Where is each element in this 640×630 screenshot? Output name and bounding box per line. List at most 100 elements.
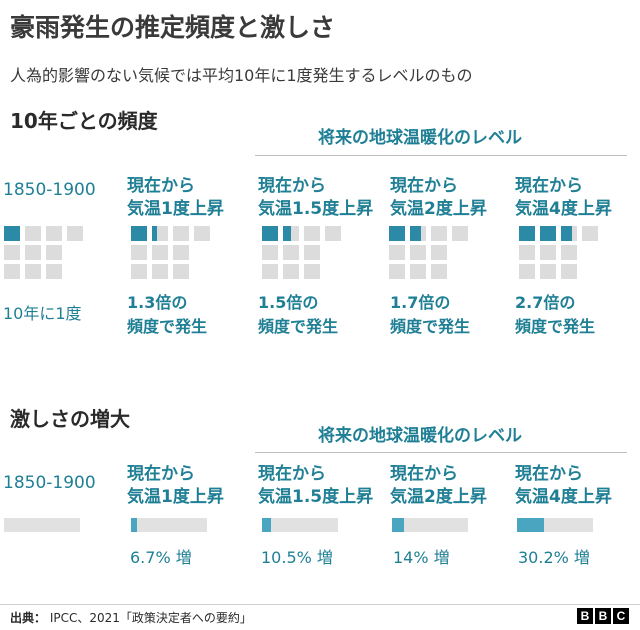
frequency-square (431, 245, 447, 260)
frequency-col-3-result-line2: 頻度で発生 (390, 317, 471, 336)
frequency-square (46, 245, 62, 260)
bbc-logo-b1: B (577, 608, 593, 624)
intensity-col-2-line1: 現在から (258, 464, 326, 484)
intensity-future-rule (255, 452, 627, 453)
frequency-grid-2deg (389, 226, 469, 281)
source-label: 出典： (10, 611, 47, 625)
frequency-col-4-line1: 現在から (515, 176, 583, 196)
frequency-future-rule (255, 155, 627, 156)
frequency-col-3-header: 現在から 気温2度上昇 (390, 175, 487, 221)
frequency-square (262, 245, 278, 260)
frequency-square (131, 226, 147, 241)
frequency-col-1-result-line2: 頻度で発生 (127, 317, 208, 336)
frequency-baseline-result: 10年に1度 (3, 304, 82, 323)
frequency-col-3-result: 1.7倍の 頻度で発生 (390, 291, 470, 339)
frequency-col-2-result-line2: 頻度で発生 (258, 317, 339, 336)
frequency-square (389, 245, 405, 260)
intensity-col-1-pct: 6.7% 増 (130, 548, 192, 567)
frequency-col-3-line2: 気温2度上昇 (390, 199, 487, 219)
frequency-square (582, 226, 598, 241)
intensity-col-4-line2: 気温4度上昇 (515, 487, 612, 507)
intensity-col-2-line2: 気温1.5度上昇 (258, 487, 374, 507)
frequency-square (561, 226, 577, 241)
frequency-baseline-label: 1850-1900 (3, 180, 96, 200)
frequency-square (25, 264, 41, 279)
intensity-col-1-line1: 現在から (127, 464, 195, 484)
intensity-bar-2deg (392, 518, 468, 532)
frequency-square (389, 264, 405, 279)
frequency-square (389, 226, 405, 241)
source-line: 出典： IPCC、2021「政策決定者への要約」 (10, 609, 252, 626)
intensity-future-label: 将来の地球温暖化のレベル (318, 426, 522, 446)
intensity-col-4-pct: 30.2% 増 (518, 548, 590, 567)
intensity-bar-2deg-fill (392, 518, 404, 532)
frequency-square (173, 226, 189, 241)
frequency-col-2-header: 現在から 気温1.5度上昇 (258, 175, 373, 221)
bbc-logo-c: C (613, 608, 629, 624)
frequency-square (304, 226, 320, 241)
frequency-square (410, 264, 426, 279)
frequency-square (4, 264, 20, 279)
intensity-col-2-header: 現在から 気温1.5度上昇 (258, 463, 373, 509)
frequency-grid-4deg (519, 226, 599, 281)
intensity-baseline-label: 1850-1900 (3, 473, 96, 493)
frequency-square (4, 226, 20, 241)
intensity-col-2-pct: 10.5% 増 (261, 548, 333, 567)
frequency-col-2-result-line1: 1.5倍の (258, 293, 319, 312)
intensity-col-3-line1: 現在から (390, 464, 458, 484)
frequency-square (194, 226, 210, 241)
intensity-bar-1deg-fill (131, 518, 137, 532)
frequency-square (46, 264, 62, 279)
frequency-future-label: 将来の地球温暖化のレベル (318, 128, 522, 148)
frequency-col-4-line2: 気温4度上昇 (515, 199, 612, 219)
frequency-grid-1-5deg (262, 226, 342, 281)
frequency-square (152, 245, 168, 260)
intensity-col-3-pct: 14% 増 (393, 548, 450, 567)
frequency-square (46, 226, 62, 241)
frequency-square (519, 245, 535, 260)
frequency-col-4-result-line2: 頻度で発生 (515, 317, 596, 336)
frequency-square (540, 264, 556, 279)
intensity-col-3-line2: 気温2度上昇 (390, 487, 487, 507)
intensity-bar-baseline (4, 518, 80, 532)
frequency-square (540, 245, 556, 260)
frequency-col-4-header: 現在から 気温4度上昇 (515, 175, 612, 221)
frequency-col-2-line2: 気温1.5度上昇 (258, 199, 374, 219)
footer-divider (0, 604, 640, 605)
frequency-square (283, 264, 299, 279)
source-text: IPCC、2021「政策決定者への要約」 (49, 611, 252, 625)
frequency-col-1-result-line1: 1.3倍の (127, 293, 188, 312)
frequency-col-3-line1: 現在から (390, 176, 458, 196)
frequency-square (431, 226, 447, 241)
frequency-square (283, 226, 299, 241)
frequency-col-4-result: 2.7倍の 頻度で発生 (515, 291, 595, 339)
frequency-grid-1deg (131, 226, 211, 281)
frequency-square (410, 226, 426, 241)
frequency-square (262, 264, 278, 279)
bbc-logo-b2: B (595, 608, 611, 624)
frequency-square (173, 264, 189, 279)
frequency-col-2-line1: 現在から (258, 176, 326, 196)
frequency-square (262, 226, 278, 241)
frequency-square (431, 264, 447, 279)
frequency-square (410, 245, 426, 260)
intensity-heading: 激しさの増大 (10, 407, 130, 431)
frequency-square (325, 226, 341, 241)
intensity-bar-1deg (131, 518, 207, 532)
frequency-square (452, 226, 468, 241)
frequency-square (4, 245, 20, 260)
frequency-square (519, 264, 535, 279)
intensity-col-3-header: 現在から 気温2度上昇 (390, 463, 487, 509)
frequency-square (173, 245, 189, 260)
frequency-square (561, 264, 577, 279)
frequency-square (304, 264, 320, 279)
frequency-col-4-result-line1: 2.7倍の (515, 293, 576, 312)
frequency-square (304, 245, 320, 260)
frequency-square (540, 226, 556, 241)
frequency-col-1-line1: 現在から (127, 176, 195, 196)
frequency-col-1-result: 1.3倍の 頻度で発生 (127, 291, 207, 339)
frequency-square (152, 264, 168, 279)
chart-title: 豪雨発生の推定頻度と激しさ (10, 13, 336, 42)
frequency-square (519, 226, 535, 241)
intensity-bar-4deg-fill (517, 518, 544, 532)
